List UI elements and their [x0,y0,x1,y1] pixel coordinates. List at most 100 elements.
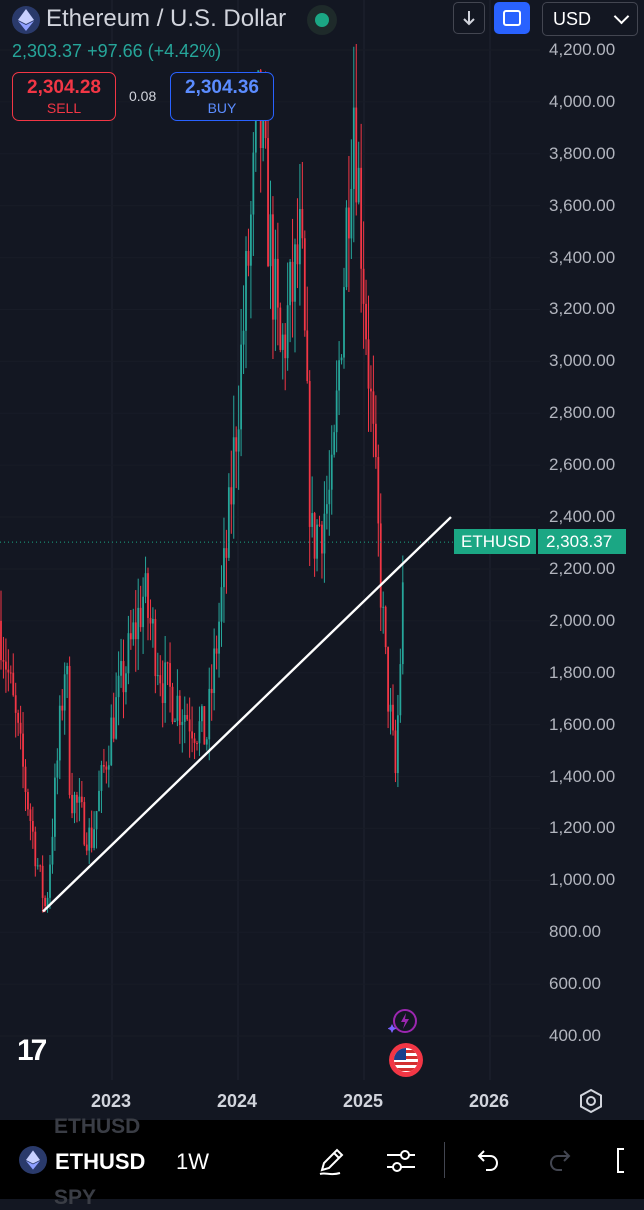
candle-body [46,897,49,907]
symbol-selector[interactable]: ETHUSD [55,1149,146,1174]
candle-body [279,307,282,350]
us-flag-event-icon[interactable] [389,1043,423,1077]
candle-body [58,705,61,761]
candle-body [384,606,387,648]
candle-body [276,258,279,308]
candle-body [299,209,301,265]
currency-select[interactable]: USD [542,2,638,36]
trendline [42,516,452,913]
candle-body [66,665,69,675]
price-chart[interactable] [0,0,644,1120]
indicators-icon[interactable] [384,1144,418,1178]
buy-button[interactable]: 2,304.36 BUY [170,72,274,121]
price-tick-label: 3,600.00 [549,195,616,215]
price-tag-symbol: ETHUSD [454,529,536,555]
price-tick-label: 2,800.00 [549,403,616,423]
ethereum-icon [12,6,40,34]
candle-body [350,188,353,239]
chart-settings-icon[interactable] [578,1088,604,1114]
candle-body [24,766,27,793]
spread-value: 0.08 [129,88,157,104]
undo-icon[interactable] [470,1144,504,1178]
candle-body [362,268,365,304]
candle-body [122,661,125,693]
candle-body [31,820,34,832]
candle-body [286,305,289,359]
price-tick-label: 3,200.00 [549,299,616,319]
lightning-event-icon[interactable] [388,1006,418,1036]
candle-body [166,662,169,664]
candle-body [147,573,149,618]
candle-body [120,661,122,676]
candle-body [357,167,360,203]
candle-body [225,548,228,558]
candle-body [154,618,157,677]
candle-body [267,138,269,267]
candle-body [303,238,306,331]
price-tick-label: 2,200.00 [549,558,616,578]
buy-price: 2,304.36 [185,77,259,98]
candle-body [321,524,323,554]
pencil-icon[interactable] [314,1144,348,1178]
price-tick-label: 1,200.00 [549,818,616,838]
candle-body [44,897,46,907]
interval-selector[interactable]: 1W [176,1149,209,1174]
candle-body [144,573,147,597]
redo-icon[interactable] [544,1144,578,1178]
candle-body [218,621,220,654]
market-open-indicator[interactable] [307,5,337,35]
candle-body [291,261,294,302]
candle-body [17,712,20,723]
candle-body [360,167,363,269]
candle-body [220,587,223,622]
candle-body [296,244,299,265]
candle-body [272,214,274,320]
candle-body [100,765,103,791]
candle-body [389,704,392,712]
candle-body [63,674,66,711]
candle-body [333,432,336,455]
tradingview-logo[interactable]: 17 [17,1034,47,1067]
time-tick-label: 2026 [469,1091,510,1111]
candle-body [159,675,162,684]
candle-body [76,794,78,803]
symbol-list-prev[interactable]: ETHUSD [54,1115,141,1138]
fullscreen-button[interactable] [494,2,530,34]
candle-body [117,675,120,698]
candle-body [134,622,137,640]
candle-body [14,695,17,713]
sell-label: SELL [46,100,82,116]
candle-body [294,244,296,302]
chart-area[interactable]: 4,200.00 4,000.00 3,800.00 3,600.00 3,400.00… [0,0,644,1120]
time-tick-label: 2025 [343,1091,384,1111]
candle-body [186,714,189,720]
candle-body [2,660,5,662]
candle-body [201,706,203,722]
candle-body [316,524,318,559]
fullscreen-icon[interactable] [612,1144,644,1178]
sell-button[interactable]: 2,304.28 SELL [12,72,116,121]
candle-body [149,617,152,624]
price-tick-label: 1,400.00 [549,766,616,786]
symbol-title[interactable]: Ethereum / U.S. Dollar [46,5,287,32]
candle-body [323,513,326,554]
symbol-list-next[interactable]: SPY [54,1186,97,1209]
candle-body [125,673,127,693]
price-tick-label: 3,000.00 [549,351,616,371]
arrow-down-button[interactable] [453,2,485,34]
ethereum-icon [19,1146,47,1174]
candle-body [171,686,174,722]
candle-body [318,524,321,526]
candle-body [313,513,316,559]
candle-body [191,731,193,739]
candle-body [93,829,95,848]
candle-body [397,715,399,774]
price-tick-label: 1,000.00 [549,870,616,890]
candle-body [68,665,71,795]
candle-body [88,827,91,851]
price-tick-label: 800.00 [549,922,601,942]
candle-body [281,334,284,350]
price-tick-label: 3,400.00 [549,247,616,267]
buy-label: BUY [207,100,237,116]
candle-body [29,809,32,821]
